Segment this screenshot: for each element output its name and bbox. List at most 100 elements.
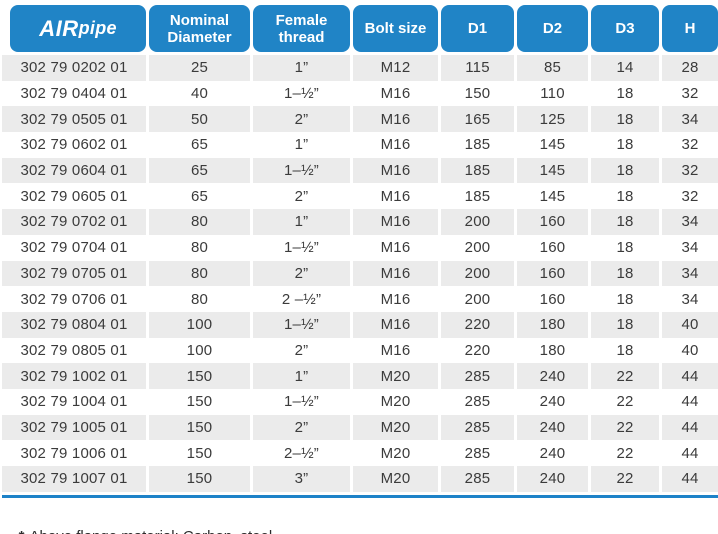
table-row: 302 79 1005 01 150 2” M20 285 240 22 44	[2, 414, 718, 441]
cell-bolt-size: M16	[353, 260, 438, 287]
cell-female-thread: 1”	[294, 136, 309, 154]
table-row: 302 79 1004 01 150 1–½” M20 285 240 22 44	[2, 389, 718, 415]
cell-h: 44	[662, 363, 718, 389]
table-row: 302 79 0805 01 100 2” M16 220 180 18 40	[2, 338, 718, 364]
brand-logo: AIR pipe	[10, 5, 146, 52]
cell-part-number: 302 79 1004 01	[20, 393, 128, 411]
cell-nominal-diameter: 25	[149, 55, 250, 81]
cell-female-thread: 1–½”	[253, 157, 350, 184]
cell-d2: 125	[517, 106, 588, 133]
cell-nominal-diameter: 40	[190, 85, 209, 103]
cell-d3: 18	[616, 341, 634, 359]
cell-bolt-size: M16	[380, 85, 411, 103]
cell-female-thread: 2”	[253, 106, 350, 133]
cell-part-number: 302 79 0702 01	[2, 209, 146, 235]
cell-d3: 18	[616, 136, 634, 154]
cell-h: 44	[662, 414, 718, 441]
cell-h: 40	[662, 311, 718, 338]
cell-d3: 18	[591, 260, 659, 287]
bottom-rule	[2, 494, 718, 498]
cell-female-thread: 1–½”	[284, 393, 319, 411]
cell-bolt-size: M20	[380, 393, 411, 411]
cell-d2: 160	[539, 239, 566, 257]
cell-part-number: 302 79 1005 01	[2, 414, 146, 441]
cell-d3: 22	[591, 466, 659, 492]
cell-part-number: 302 79 1002 01	[2, 363, 146, 389]
cell-d2: 160	[517, 260, 588, 287]
cell-female-thread: 1–½”	[253, 311, 350, 338]
cell-female-thread: 3”	[253, 466, 350, 492]
cell-d3: 22	[616, 444, 634, 462]
cell-female-thread: 2”	[253, 260, 350, 287]
cell-nominal-diameter: 65	[190, 136, 209, 154]
cell-d1: 165	[441, 106, 514, 133]
table-row: 302 79 0706 01 80 2 –½” M16 200 160 18 34	[2, 286, 718, 312]
cell-female-thread: 2”	[294, 187, 309, 205]
cell-d1: 185	[464, 136, 491, 154]
cell-d1: 185	[464, 187, 491, 205]
cell-bolt-size: M16	[353, 311, 438, 338]
cell-bolt-size: M16	[353, 157, 438, 184]
table-body: 302 79 0202 01 25 1” M12 115 85 14 28 302 79 040…	[2, 55, 718, 492]
cell-d3: 22	[591, 414, 659, 441]
column-header-d2: D2	[517, 5, 588, 52]
cell-nominal-diameter: 80	[149, 209, 250, 235]
cell-d1: 220	[441, 311, 514, 338]
cell-female-thread: 2”	[253, 414, 350, 441]
table-row: 302 79 0602 01 65 1” M16 185 145 18 32	[2, 132, 718, 158]
cell-bolt-size: M20	[380, 444, 411, 462]
cell-nominal-diameter: 150	[149, 363, 250, 389]
footnote-text: Above flange material: Carbon steel.	[30, 528, 277, 534]
cell-h: 44	[681, 393, 699, 411]
cell-d3: 18	[616, 290, 634, 308]
cell-d3: 18	[616, 187, 634, 205]
cell-part-number: 302 79 0604 01	[2, 157, 146, 184]
cell-h: 32	[662, 157, 718, 184]
column-header-female-thread: Female thread	[253, 5, 350, 52]
cell-d1: 200	[441, 209, 514, 235]
cell-d3: 18	[616, 239, 634, 257]
table-row: 302 79 0705 01 80 2” M16 200 160 18 34	[2, 260, 718, 287]
cell-part-number: 302 79 0704 01	[20, 239, 128, 257]
cell-d2: 180	[517, 311, 588, 338]
cell-d2: 85	[517, 55, 588, 81]
table-row: 302 79 0702 01 80 1” M16 200 160 18 34	[2, 209, 718, 235]
cell-h: 32	[681, 187, 699, 205]
column-header-d1: D1	[441, 5, 514, 52]
cell-bolt-size: M20	[353, 466, 438, 492]
cell-d3: 22	[616, 393, 634, 411]
cell-part-number: 302 79 0805 01	[20, 341, 128, 359]
table-row: 302 79 0605 01 65 2” M16 185 145 18 32	[2, 183, 718, 209]
cell-nominal-diameter: 150	[149, 466, 250, 492]
cell-bolt-size: M16	[380, 239, 411, 257]
brand-logo-pipe: pipe	[78, 18, 117, 38]
cell-part-number: 302 79 1006 01	[20, 444, 128, 462]
cell-d2: 160	[539, 290, 566, 308]
footnote-marker: *	[19, 528, 25, 534]
column-header-nominal-diameter: Nominal Diameter	[149, 5, 250, 52]
cell-d2: 145	[539, 136, 566, 154]
cell-d2: 240	[539, 444, 566, 462]
table-row: 302 79 1002 01 150 1” M20 285 240 22 44	[2, 363, 718, 389]
cell-bolt-size: M12	[353, 55, 438, 81]
table-row: 302 79 0202 01 25 1” M12 115 85 14 28	[2, 55, 718, 81]
cell-bolt-size: M16	[380, 290, 411, 308]
cell-bolt-size: M20	[353, 363, 438, 389]
cell-part-number: 302 79 0602 01	[20, 136, 128, 154]
table-header-row: AIR pipe Nominal Diameter Female thread Bol…	[2, 5, 718, 52]
cell-d2: 240	[517, 466, 588, 492]
cell-part-number: 302 79 0404 01	[20, 85, 128, 103]
cell-female-thread: 2”	[294, 341, 309, 359]
cell-nominal-diameter: 80	[190, 290, 209, 308]
cell-nominal-diameter: 150	[186, 444, 213, 462]
cell-d2: 160	[517, 209, 588, 235]
cell-part-number: 302 79 0706 01	[20, 290, 128, 308]
cell-d1: 200	[441, 260, 514, 287]
cell-nominal-diameter: 65	[149, 157, 250, 184]
cell-d1: 200	[464, 290, 491, 308]
column-header-d3: D3	[591, 5, 659, 52]
cell-h: 34	[681, 290, 699, 308]
cell-female-thread: 2 –½”	[281, 290, 322, 308]
table-row: 302 79 0505 01 50 2” M16 165 125 18 34	[2, 106, 718, 133]
cell-nominal-diameter: 150	[186, 393, 213, 411]
